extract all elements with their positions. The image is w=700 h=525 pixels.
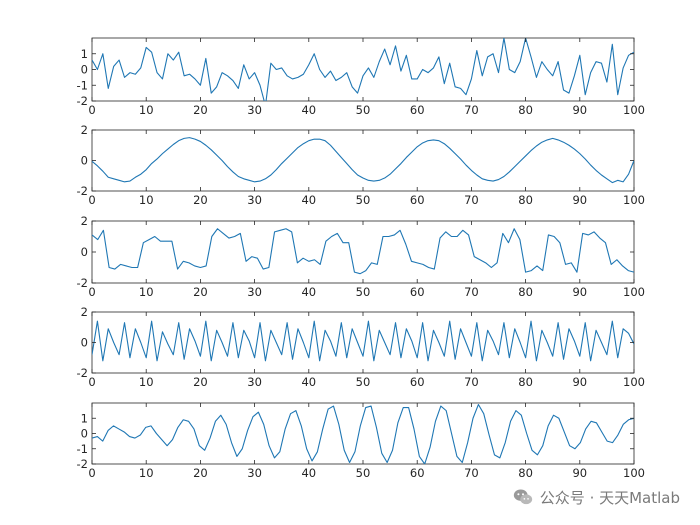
x-tick-label: 80 <box>518 193 533 207</box>
x-tick-label: 50 <box>356 375 371 389</box>
subplot-2: 0 10 20 30 40 50 60 70 80 90 100-202 <box>77 123 645 207</box>
axes-box <box>91 220 635 284</box>
axes-box <box>91 402 635 465</box>
y-tick-label: -2 <box>77 366 88 380</box>
x-tick-label: 40 <box>301 103 316 117</box>
x-tick-label: 40 <box>301 466 316 480</box>
y-tick-label: -2 <box>77 457 88 471</box>
x-tick-label: 0 <box>88 285 95 299</box>
x-tick-label: 10 <box>139 466 154 480</box>
x-tick-label: 30 <box>247 193 262 207</box>
x-tick-label: 80 <box>518 375 533 389</box>
x-tick-label: 60 <box>410 375 425 389</box>
y-tick-label: -1 <box>77 442 88 456</box>
series-line <box>92 228 634 275</box>
series-line <box>92 137 634 184</box>
watermark-text: 公众号 · 天天Matlab <box>539 488 680 507</box>
x-tick-label: 10 <box>139 285 154 299</box>
y-tick-label: 0 <box>81 427 88 441</box>
x-tick-label: 40 <box>301 375 316 389</box>
subplot-4: 0 10 20 30 40 50 60 70 80 90 100-202 <box>77 305 645 389</box>
x-tick-label: 10 <box>139 103 154 117</box>
x-tick-label: 50 <box>356 103 371 117</box>
y-tick-label: 0 <box>81 245 88 259</box>
subplot-3: 0 10 20 30 40 50 60 70 80 90 100-202 <box>77 214 645 299</box>
x-tick-label: 100 <box>623 103 645 117</box>
x-tick-label: 100 <box>623 193 645 207</box>
x-tick-label: 80 <box>518 466 533 480</box>
x-tick-label: 70 <box>464 103 479 117</box>
x-tick-label: 90 <box>572 193 587 207</box>
y-tick-label: -2 <box>77 184 88 198</box>
x-tick-label: 30 <box>247 375 262 389</box>
x-tick-label: 0 <box>88 375 95 389</box>
x-tick-label: 60 <box>410 466 425 480</box>
x-tick-label: 50 <box>356 285 371 299</box>
subplot-5: 0 10 20 30 40 50 60 70 80 90 100 -2-10 1 <box>77 402 645 480</box>
x-tick-label: 90 <box>572 375 587 389</box>
x-tick-label: 70 <box>464 375 479 389</box>
y-tick-label: 0 <box>81 336 88 350</box>
y-tick-label: 0 <box>81 154 88 168</box>
x-tick-label: 0 <box>88 193 95 207</box>
y-tick-label: 0 <box>81 63 88 77</box>
x-tick-label: 30 <box>247 103 262 117</box>
y-tick-label: -2 <box>77 276 88 290</box>
wechat-icon <box>513 489 532 505</box>
y-tick-label: -1 <box>77 78 88 92</box>
x-tick-label: 60 <box>410 193 425 207</box>
x-tick-label: 20 <box>193 466 208 480</box>
x-tick-label: 100 <box>623 375 645 389</box>
x-tick-label: 90 <box>572 103 587 117</box>
y-tick-label: 2 <box>81 305 88 319</box>
x-tick-label: 90 <box>572 285 587 299</box>
x-tick-label: 30 <box>247 285 262 299</box>
x-tick-label: 50 <box>356 466 371 480</box>
x-tick-label: 20 <box>193 103 208 117</box>
axes-box <box>91 311 635 374</box>
x-tick-label: 90 <box>572 466 587 480</box>
x-tick-label: 70 <box>464 193 479 207</box>
y-tick-label: 1 <box>81 411 88 425</box>
x-tick-label: 70 <box>464 285 479 299</box>
x-tick-label: 40 <box>301 285 316 299</box>
x-tick-label: 70 <box>464 466 479 480</box>
x-tick-label: 0 <box>88 466 95 480</box>
axes-box <box>91 37 635 102</box>
series-line <box>92 320 634 362</box>
x-tick-label: 10 <box>139 375 154 389</box>
x-tick-label: 20 <box>193 285 208 299</box>
x-tick-label: 40 <box>301 193 316 207</box>
watermark: 公众号 · 天天Matlab <box>512 484 680 510</box>
y-tick-label: -2 <box>77 94 88 108</box>
subplot-1: 0 10 20 30 40 50 60 70 80 90 100 -2 -10 1 <box>77 37 645 117</box>
x-tick-label: 20 <box>193 193 208 207</box>
x-tick-label: 100 <box>623 466 645 480</box>
y-tick-label: 2 <box>81 123 88 137</box>
y-tick-label: 1 <box>81 47 88 61</box>
x-tick-label: 60 <box>410 103 425 117</box>
x-tick-label: 10 <box>139 193 154 207</box>
x-tick-label: 20 <box>193 375 208 389</box>
x-tick-label: 100 <box>623 285 645 299</box>
y-tick-label: 2 <box>81 214 88 228</box>
series-line <box>92 403 634 464</box>
x-tick-label: 50 <box>356 193 371 207</box>
x-tick-label: 30 <box>247 466 262 480</box>
x-tick-label: 60 <box>410 285 425 299</box>
x-tick-label: 80 <box>518 103 533 117</box>
series-line <box>92 38 634 101</box>
axes-box <box>91 129 635 192</box>
x-tick-label: 0 <box>88 103 95 117</box>
x-tick-label: 80 <box>518 285 533 299</box>
